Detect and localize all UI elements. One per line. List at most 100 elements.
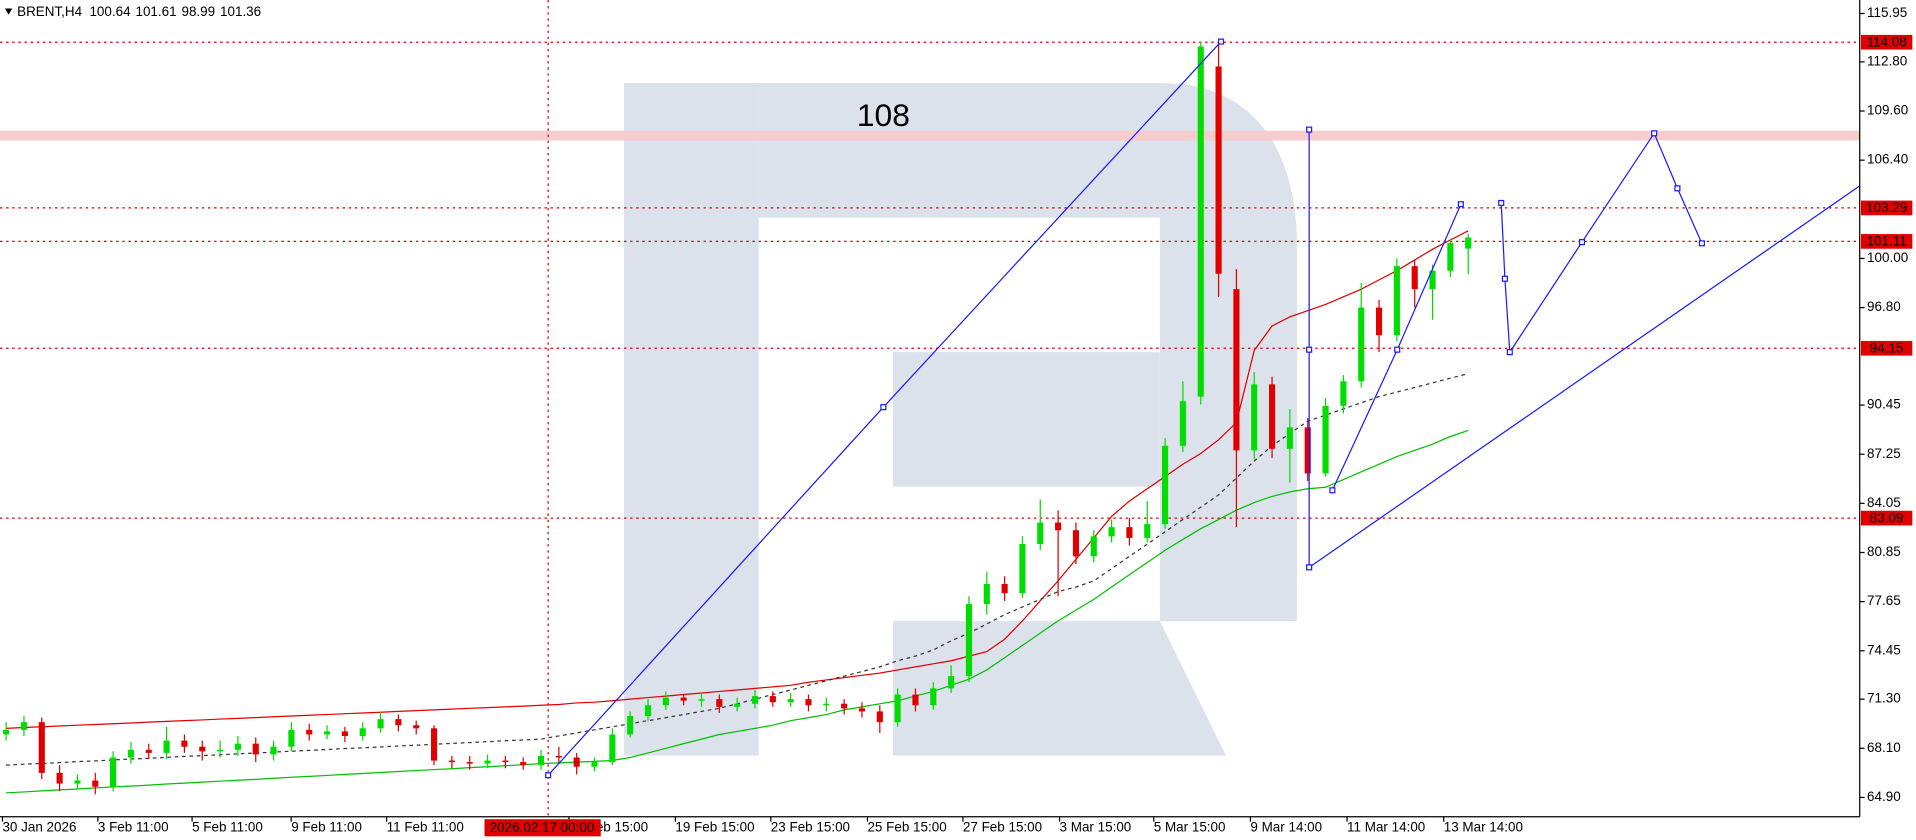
candle-body bbox=[555, 755, 562, 758]
indicator-line bbox=[6, 230, 1469, 729]
candle-body bbox=[1411, 266, 1418, 290]
symbol: BRENT,H4 bbox=[17, 4, 83, 19]
candle-body bbox=[716, 699, 723, 707]
candle-body bbox=[359, 728, 366, 736]
candle-body bbox=[573, 757, 580, 767]
y-tick-label: 115.95 bbox=[1867, 5, 1907, 20]
candle-body bbox=[1162, 445, 1169, 525]
zone-band bbox=[0, 130, 1860, 141]
y-tick-label: 96.80 bbox=[1867, 299, 1901, 314]
y-tick-label: 74.45 bbox=[1867, 642, 1901, 657]
candle-body bbox=[751, 696, 759, 704]
watermark-logo bbox=[623, 83, 1297, 756]
candle-body bbox=[3, 729, 10, 735]
anchor bbox=[1674, 185, 1681, 192]
candle-body bbox=[1001, 583, 1008, 594]
candle-body bbox=[163, 740, 170, 753]
candle-body bbox=[1269, 384, 1276, 449]
y-tick-label: 87.25 bbox=[1867, 446, 1901, 461]
forecast-line bbox=[1308, 185, 1861, 568]
candle-body bbox=[769, 696, 776, 703]
candle-body bbox=[1393, 266, 1400, 336]
x-tick-label: 30 Jan 2026 bbox=[2, 819, 76, 834]
candle-body bbox=[894, 694, 901, 723]
candle-body bbox=[1447, 243, 1454, 271]
candle-body bbox=[805, 699, 812, 706]
candle-body bbox=[841, 703, 848, 709]
candle-body bbox=[217, 749, 224, 752]
candle-body bbox=[1233, 289, 1240, 451]
x-tick-label: 3 Feb 11:00 bbox=[98, 819, 169, 834]
open-value: 100.64 bbox=[89, 4, 131, 19]
high-value: 101.61 bbox=[135, 4, 176, 19]
low-value: 98.99 bbox=[181, 4, 215, 19]
candle-body bbox=[698, 699, 705, 701]
level-tag bbox=[1860, 510, 1913, 526]
forecast-points bbox=[545, 38, 1705, 779]
candle-body bbox=[1055, 522, 1062, 531]
anchor bbox=[1651, 130, 1658, 137]
y-tick-label: 68.10 bbox=[1867, 740, 1901, 755]
y-tick-label: 90.45 bbox=[1867, 397, 1901, 412]
candle-body bbox=[983, 583, 990, 604]
candle-body bbox=[1072, 530, 1079, 557]
candle-body bbox=[520, 762, 527, 766]
anchor bbox=[1506, 349, 1513, 356]
y-tick-label: 64.90 bbox=[1867, 789, 1901, 804]
x-tick-label: 3 Mar 15:00 bbox=[1060, 819, 1132, 834]
anchor bbox=[1217, 38, 1225, 45]
anchor bbox=[545, 772, 552, 779]
level-label: 114.08 bbox=[1867, 34, 1907, 49]
close-value: 101.36 bbox=[220, 4, 261, 19]
axis-layer: 115.95 112.80 109.60 106.40 100.00 96.80 90.45… bbox=[1, 5, 1913, 837]
candle-body bbox=[591, 762, 598, 767]
candle-body bbox=[858, 708, 866, 712]
candle-body bbox=[252, 743, 259, 755]
anchor bbox=[1698, 240, 1705, 247]
level-tag bbox=[1860, 200, 1913, 216]
candle-body bbox=[306, 729, 313, 735]
candle-body bbox=[609, 734, 616, 763]
y-tick-label: 106.40 bbox=[1867, 152, 1908, 167]
logo-bar bbox=[623, 83, 759, 756]
crosshair-tag bbox=[484, 819, 601, 837]
candle-body bbox=[662, 697, 669, 706]
candle-body bbox=[876, 711, 883, 723]
anchor bbox=[1306, 126, 1313, 133]
level-tag bbox=[1860, 234, 1913, 249]
candle-body bbox=[1304, 427, 1311, 474]
candle-layer bbox=[3, 42, 1472, 795]
x-tick-label: 19 Feb 15:00 bbox=[675, 819, 754, 834]
candle-body bbox=[1197, 46, 1204, 397]
candle-body bbox=[537, 755, 545, 766]
anchor bbox=[1306, 564, 1313, 571]
candle-body bbox=[1286, 427, 1293, 449]
y-tick-label: 80.85 bbox=[1867, 544, 1901, 559]
anchor bbox=[1498, 199, 1505, 207]
anchor bbox=[1306, 346, 1313, 353]
level-layer bbox=[0, 41, 1860, 519]
indicator-line bbox=[6, 429, 1469, 794]
zone-layer: 108 bbox=[0, 97, 1860, 141]
x-tick-label: 11 Feb 11:00 bbox=[387, 819, 464, 834]
candle-body bbox=[1037, 522, 1044, 545]
candle-body bbox=[234, 743, 241, 750]
candle-body bbox=[930, 688, 937, 706]
candle-body bbox=[20, 722, 28, 730]
anchor bbox=[1578, 239, 1586, 246]
candle-body bbox=[38, 722, 45, 773]
candle-body bbox=[430, 728, 438, 761]
header-text: BRENT,H4 100.64 101.61 98.99 101.36 bbox=[17, 4, 261, 19]
candle-body bbox=[484, 760, 491, 764]
candle-body bbox=[912, 694, 919, 706]
candle-body bbox=[56, 772, 63, 784]
x-tick-label: 27 Feb 15:00 bbox=[963, 819, 1042, 834]
candle-body bbox=[1375, 307, 1383, 336]
candle-body bbox=[965, 603, 973, 677]
y-tick-label: 100.00 bbox=[1867, 250, 1908, 265]
x-tick-label: 5 Feb 11:00 bbox=[192, 819, 263, 834]
candle-body bbox=[181, 740, 188, 747]
candle-body bbox=[627, 716, 634, 735]
candle-body bbox=[1108, 527, 1115, 537]
